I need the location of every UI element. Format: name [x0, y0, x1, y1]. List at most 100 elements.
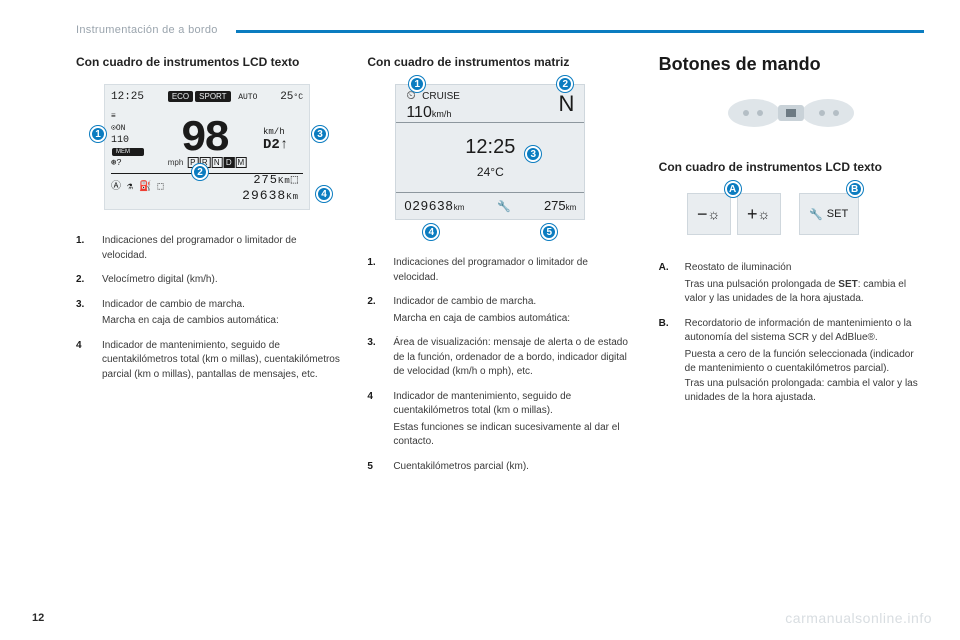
item-sub: Marcha en caja de cambios automática:	[102, 314, 341, 329]
item-text: Indicaciones del programador o limitador…	[102, 234, 341, 263]
item-main: Indicador de cambio de marcha.	[393, 296, 536, 307]
trip-val: 275	[253, 173, 278, 187]
item-num: 2.	[367, 295, 381, 326]
gear-arrow: ↑	[280, 137, 288, 153]
matrix-temp: 24°C	[477, 165, 504, 179]
set-button: 🔧SET	[799, 193, 859, 235]
matrix-panel: ⏲ CRUISE 110km/h N 12:25 24°C 029638km 🔧…	[395, 84, 585, 220]
unit-kmh: km/h	[263, 127, 285, 137]
callout-4: 4	[316, 186, 332, 202]
plus-label: +	[747, 204, 758, 225]
unit-mph: mph	[168, 158, 184, 167]
mem-speed: 110	[111, 135, 145, 146]
cruise-label: CRUISE	[422, 91, 460, 102]
steering-icon	[716, 85, 866, 141]
callout-4: 4	[423, 224, 439, 240]
callout-a: A	[725, 181, 741, 197]
list-item: 2. Indicador de cambio de marcha. Marcha…	[367, 295, 632, 326]
brightness-icon: ☼	[757, 206, 770, 222]
status-icons: Ⓐ ⚗ ⛽ ⬚	[111, 177, 164, 193]
lcd-modes: ECOSPORT AUTO	[167, 91, 258, 103]
list-item: 4 Indicador de mantenimiento, seguido de…	[76, 339, 341, 383]
item-num: A.	[659, 261, 673, 307]
lcd-odo: 29638Km	[242, 188, 299, 203]
gear-row: mph P R N D M	[168, 157, 247, 168]
column-2: Con cuadro de instrumentos matriz ⏲ CRUI…	[367, 54, 632, 484]
matrix-gear: N	[558, 91, 574, 117]
odo-unit: Km	[286, 192, 299, 202]
matrix-mid: 12:25 24°C	[396, 123, 584, 193]
gear-num: 2	[271, 137, 279, 153]
item-num: 1.	[367, 256, 381, 285]
col1-subheading: Con cuadro de instrumentos LCD texto	[76, 54, 341, 70]
lcd-figure: 12:25 ECOSPORT AUTO 25°C ≡ ⊙ON 110 MEM ⊛…	[94, 78, 330, 220]
lcd-top-row: 12:25 ECOSPORT AUTO 25°C	[111, 91, 303, 103]
wrench-icon: 🔧	[497, 200, 511, 213]
gear-d-box: D	[223, 157, 234, 168]
lcd-temp-unit: °C	[293, 93, 303, 102]
list-item: 3. Indicador de cambio de marcha. Marcha…	[76, 298, 341, 329]
lcd-trip: 275Km⬚	[253, 172, 299, 187]
list-item: 5 Cuentakilómetros parcial (km).	[367, 460, 632, 475]
cruise-value: 110	[406, 104, 432, 121]
col1-list: 1. Indicaciones del programador o limita…	[76, 234, 341, 382]
item-text: Reostato de iluminación Tras una pulsaci…	[685, 261, 924, 307]
gear-m: M	[235, 157, 246, 168]
button-group: −☼ +☼ 🔧SET	[687, 193, 859, 235]
item-text: Cuentakilómetros parcial (km).	[393, 460, 632, 475]
minus-label: −	[697, 204, 708, 225]
lcd-left-gauge: ≡ ⊙ON 110 MEM ⊛?	[111, 112, 145, 168]
item-text: Recordatorio de información de mantenimi…	[685, 317, 924, 406]
odo-value: 029638	[404, 198, 453, 213]
col2-list: 1. Indicaciones del programador o limita…	[367, 256, 632, 474]
lcd-speed: 98	[145, 120, 263, 160]
item-text: Indicador de mantenimiento, seguido de c…	[102, 339, 341, 383]
page-number: 12	[32, 612, 44, 624]
list-item: 2. Velocímetro digital (km/h).	[76, 273, 341, 288]
matrix-bottom: 029638km 🔧 275km	[396, 193, 584, 219]
plus-button: +☼	[737, 193, 781, 235]
item-num: 2.	[76, 273, 90, 288]
item-text: Indicador de cambio de marcha. Marcha en…	[393, 295, 632, 326]
item-text: Área de visualización: mensaje de alerta…	[393, 336, 632, 380]
list-item: 1. Indicaciones del programador o limita…	[76, 234, 341, 263]
trip-value: 275	[544, 198, 566, 213]
odo-val: 29638	[242, 188, 286, 203]
item-sub: Tras una pulsación prolongada de SET: ca…	[685, 278, 924, 307]
item-num: 5	[367, 460, 381, 475]
matrix-trip: 275km	[544, 197, 576, 215]
lcd-temp: 25°C	[280, 91, 303, 103]
lcd-clock: 12:25	[111, 91, 144, 103]
item-main: Indicador de mantenimiento, seguido de c…	[393, 391, 571, 417]
matrix-odo: 029638km	[404, 197, 464, 215]
list-item: A. Reostato de iluminación Tras una puls…	[659, 261, 924, 307]
col3-subheading: Con cuadro de instrumentos LCD texto	[659, 159, 924, 175]
lcd-units: km/h D2↑	[263, 127, 303, 153]
mem-label: MEM	[112, 148, 144, 156]
matrix-time: 12:25	[465, 136, 515, 159]
header-title: Instrumentación de a bordo	[76, 24, 218, 36]
lcd-temp-val: 25	[280, 91, 293, 103]
item-num: 3.	[367, 336, 381, 380]
trip-unit: km	[566, 203, 577, 212]
gear-n: N	[211, 157, 222, 168]
col3-heading: Botones de mando	[659, 54, 924, 75]
minus-button: −☼	[687, 193, 731, 235]
columns: Con cuadro de instrumentos LCD texto 12:…	[76, 54, 924, 484]
buttons-figure: −☼ +☼ 🔧SET A B	[673, 183, 899, 247]
item-text: Indicaciones del programador o limitador…	[393, 256, 632, 285]
item-main: Reostato de iluminación	[685, 262, 792, 273]
item-main: Recordatorio de información de mantenimi…	[685, 318, 912, 344]
callout-b: B	[847, 181, 863, 197]
matrix-top: ⏲ CRUISE 110km/h N	[396, 85, 584, 123]
list-item: 3. Área de visualización: mensaje de ale…	[367, 336, 632, 380]
item-text: Velocímetro digital (km/h).	[102, 273, 341, 288]
item-num: B.	[659, 317, 673, 406]
set-label: SET	[827, 208, 848, 220]
callout-5: 5	[541, 224, 557, 240]
odo-unit: km	[454, 203, 465, 212]
column-3: Botones de mando Con cuadro de instrumen…	[659, 54, 924, 484]
auto-label: AUTO	[238, 93, 257, 102]
lcd-panel: 12:25 ECOSPORT AUTO 25°C ≡ ⊙ON 110 MEM ⊛…	[104, 84, 310, 210]
item-sub: Puesta a cero de la función seleccionada…	[685, 348, 924, 406]
